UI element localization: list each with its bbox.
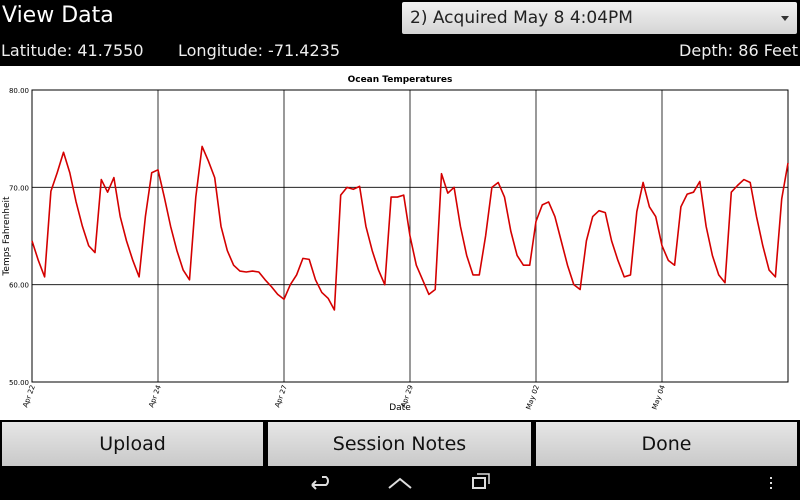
y-tick-label: 70.00 [9,184,29,192]
x-tick-label: Apr 29 [399,384,414,409]
session-notes-button[interactable]: Session Notes [268,422,531,466]
chart: Ocean Temperatures Date Temps Fahrenheit… [2,75,789,413]
latitude: Latitude: 41.7550 [1,41,144,60]
nav-bar [311,473,772,490]
chart-area: Ocean Temperatures Date Temps Fahrenheit… [0,66,800,420]
y-tick-label: 50.00 [9,379,29,387]
chart-title: Ocean Temperatures [348,75,453,85]
x-tick-label: May 04 [651,383,667,410]
done-button[interactable]: Done [536,422,797,466]
recents-button[interactable] [472,473,490,489]
screen-title: View Data [2,3,114,28]
upload-button[interactable]: Upload [2,422,263,466]
x-axis-label: Date [389,403,411,413]
depth: Depth: 86 Feet [679,41,798,60]
dropdown-arrow [781,16,789,21]
dropdown-text: 2) Acquired May 8 4:04PM [410,8,633,28]
session-dropdown[interactable]: 2) Acquired May 8 4:04PM [402,2,797,34]
home-button[interactable] [388,477,412,489]
x-tick-label: Apr 24 [147,383,163,408]
y-axis-label: Temps Fahrenheit [2,196,12,277]
y-tick-label: 80.00 [9,87,29,95]
menu-button[interactable] [770,477,772,489]
back-button[interactable] [311,476,329,490]
x-tick-label: Apr 27 [273,384,288,409]
temperature-line [31,145,789,311]
y-tick-label: 60.00 [9,282,29,290]
longitude: Longitude: -71.4235 [178,41,340,60]
x-tick-label: Apr 22 [21,384,36,409]
x-tick-label: May 02 [525,384,541,411]
